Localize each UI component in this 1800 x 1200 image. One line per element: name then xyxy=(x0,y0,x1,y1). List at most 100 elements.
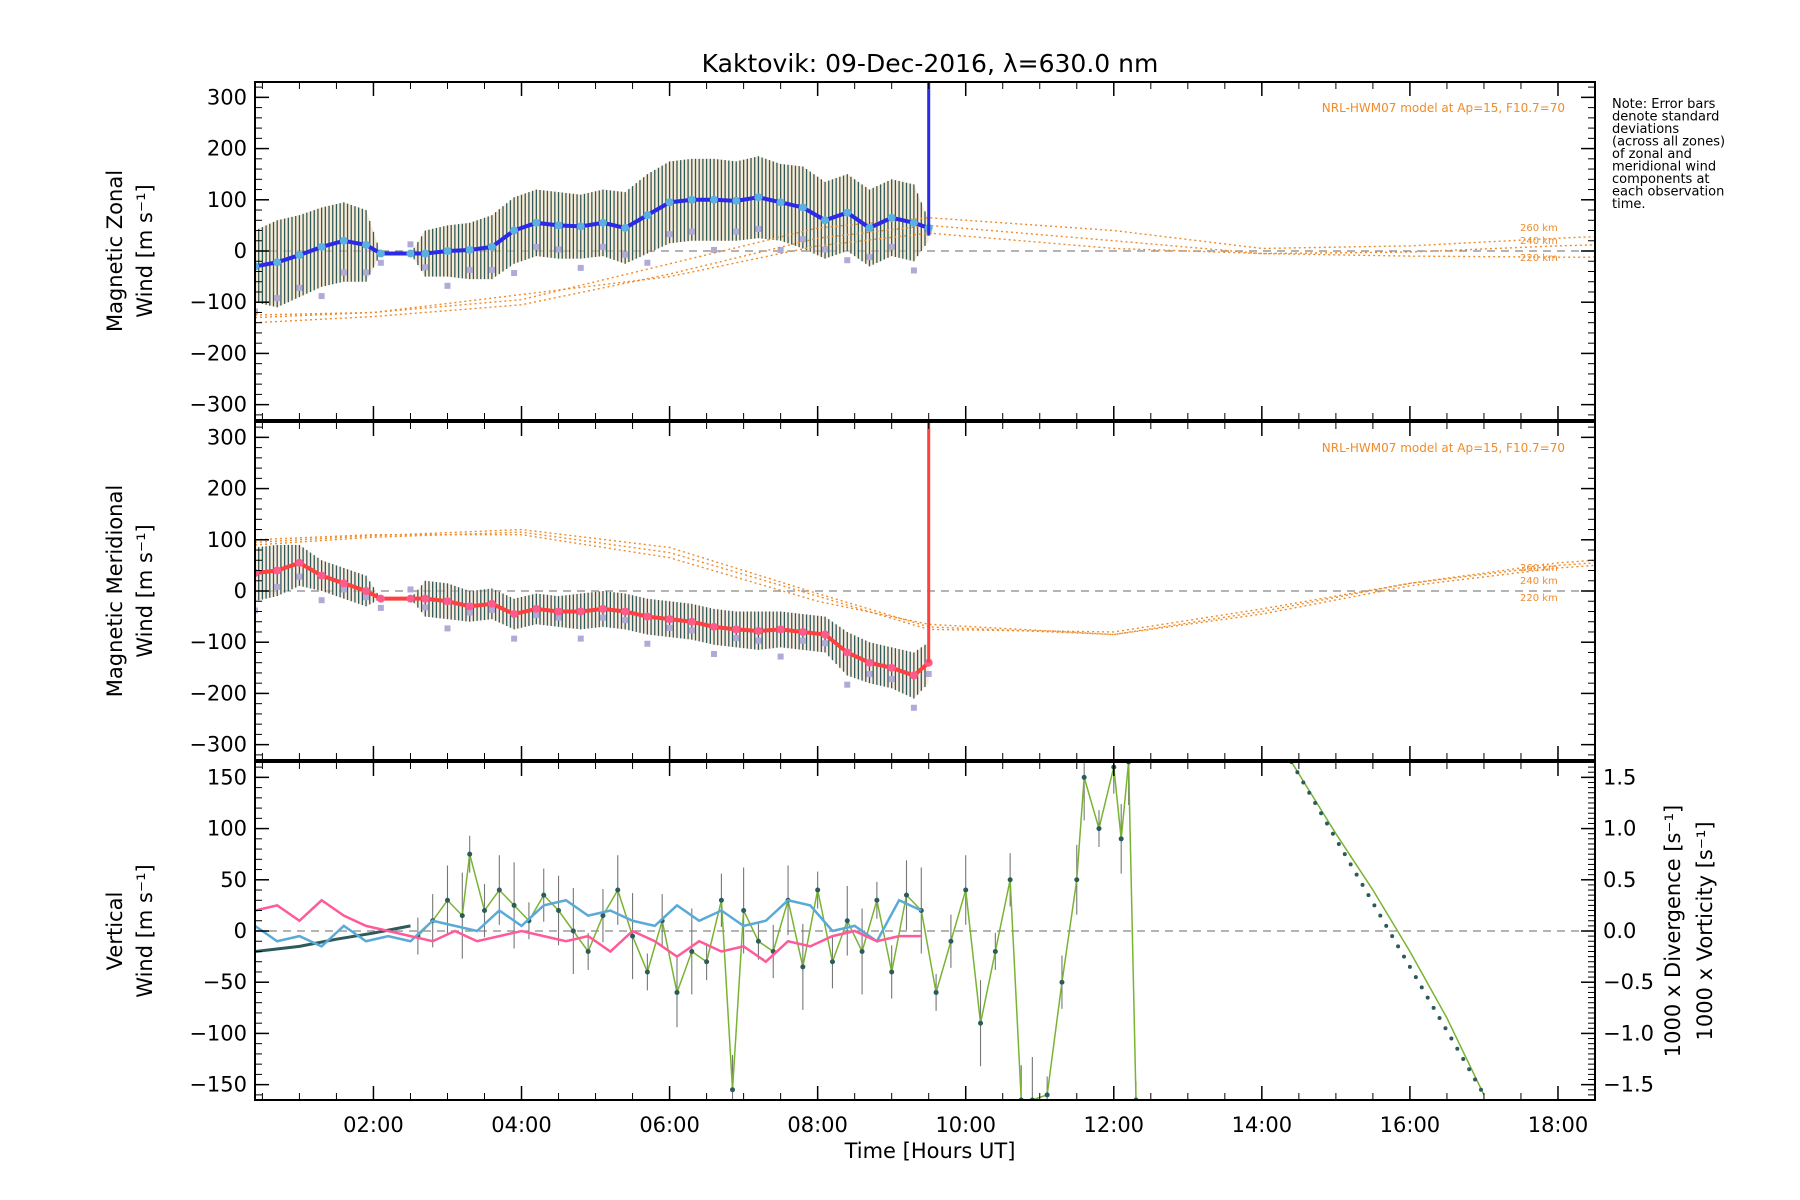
vertical-wind-point xyxy=(933,989,939,995)
scatter-marker xyxy=(925,670,932,677)
vertical-late-point xyxy=(1360,882,1365,887)
mean-point xyxy=(406,249,415,258)
mean-point xyxy=(776,625,785,634)
mean-point xyxy=(362,587,371,595)
y2-tick-label: −1.5 xyxy=(1603,1073,1654,1097)
y-tick-label: 100 xyxy=(207,528,247,552)
mean-point xyxy=(621,607,630,616)
y-tick-label: 300 xyxy=(207,85,247,109)
mean-point xyxy=(821,630,830,639)
vertical-late-point xyxy=(1342,852,1347,857)
vertical-wind-point xyxy=(496,887,502,893)
altitude-label: 240 km xyxy=(1520,236,1558,247)
scatter-marker xyxy=(844,681,851,688)
vertical-late-point xyxy=(1330,831,1335,836)
y2-tick-label: 0.5 xyxy=(1603,868,1636,892)
vertical-wind-point xyxy=(874,897,880,903)
mean-point xyxy=(710,195,719,204)
mean-point xyxy=(887,663,896,672)
vertical-late-point xyxy=(1396,944,1401,949)
vertical-wind-point xyxy=(1096,826,1102,832)
y-tick-label: −200 xyxy=(189,681,247,705)
scatter-marker xyxy=(511,270,518,277)
vertical-wind-point xyxy=(644,969,650,975)
figure-title: Kaktovik: 09-Dec-2016, λ=630.0 nm xyxy=(702,49,1159,78)
scatter-marker xyxy=(777,246,784,253)
vertical-late-point xyxy=(1313,800,1318,805)
scatter-marker xyxy=(577,635,584,642)
scatter-marker xyxy=(822,246,829,253)
scatter-marker xyxy=(822,640,829,647)
note-line: meridional wind xyxy=(1612,160,1716,175)
x-tick-label: 14:00 xyxy=(1232,1113,1293,1137)
y-axis-label: Wind [m s⁻¹] xyxy=(133,524,157,657)
mean-point xyxy=(665,198,674,207)
mean-point xyxy=(487,242,496,251)
mean-point xyxy=(273,566,282,575)
mean-point xyxy=(406,594,415,603)
vertical-late-point xyxy=(1478,1087,1483,1092)
vertical-late-point xyxy=(1413,975,1418,980)
x-tick-label: 18:00 xyxy=(1528,1113,1589,1137)
vertical-wind-point xyxy=(704,959,710,965)
vertical-late-point xyxy=(1366,893,1371,898)
x-tick-label: 08:00 xyxy=(787,1113,848,1137)
scatter-marker xyxy=(622,251,629,258)
scatter-marker xyxy=(777,653,784,660)
vertical-wind-point xyxy=(1007,877,1013,883)
mean-point xyxy=(510,226,519,235)
divergence-line xyxy=(255,898,922,948)
scatter-marker xyxy=(466,266,473,273)
vertical-late-line xyxy=(1290,762,1485,1096)
mean-point xyxy=(376,594,385,603)
scatter-marker xyxy=(377,259,384,266)
mean-point xyxy=(554,607,563,616)
y-axis-label: Wind [m s⁻¹] xyxy=(133,184,157,317)
note-line: deviations xyxy=(1612,122,1679,137)
vertical-wind-point xyxy=(674,989,680,995)
scatter-marker xyxy=(340,586,347,593)
y-tick-label: −100 xyxy=(189,290,247,314)
y-tick-label: −150 xyxy=(189,1073,247,1097)
scatter-marker xyxy=(533,612,540,619)
vertical-late-point xyxy=(1384,923,1389,928)
y-tick-label: −200 xyxy=(189,341,247,365)
mean-point xyxy=(909,218,918,227)
vertical-wind-point xyxy=(541,892,547,898)
mean-point xyxy=(598,604,607,613)
x-tick-label: 04:00 xyxy=(491,1113,552,1137)
mean-point xyxy=(295,251,304,260)
vertical-wind-point xyxy=(755,938,761,944)
scatter-marker xyxy=(577,264,584,271)
mean-point xyxy=(865,223,874,232)
vertical-wind-point xyxy=(1059,979,1065,985)
x-axis-label: Time [Hours UT] xyxy=(844,1139,1016,1163)
model-label: NRL-HWM07 model at Ap=15, F10.7=70 xyxy=(1322,441,1565,455)
vertical-wind-point xyxy=(992,948,998,954)
mean-point xyxy=(909,671,918,680)
vertical-late-point xyxy=(1301,780,1306,785)
vertical-late-point xyxy=(1295,770,1300,775)
mean-point xyxy=(643,211,652,220)
mean-point xyxy=(465,602,474,611)
vertical-wind-point xyxy=(444,897,450,903)
vertical-wind-point xyxy=(585,948,591,954)
scatter-marker xyxy=(688,228,695,235)
vertical-late-point xyxy=(1307,790,1312,795)
y-tick-label: 300 xyxy=(207,425,247,449)
mean-point xyxy=(576,607,585,616)
vertical-wind-point xyxy=(948,938,954,944)
scatter-marker xyxy=(422,264,429,271)
altitude-label: 260 km xyxy=(1520,563,1558,574)
x-tick-label: 16:00 xyxy=(1380,1113,1441,1137)
scatter-marker xyxy=(466,609,473,616)
note-line: (across all zones) xyxy=(1612,135,1725,150)
mean-point xyxy=(317,571,326,580)
vertical-late-point xyxy=(1431,1005,1436,1010)
scatter-marker xyxy=(599,614,606,621)
vertical-wind-point xyxy=(615,887,621,893)
model-label: NRL-HWM07 model at Ap=15, F10.7=70 xyxy=(1322,101,1565,115)
scatter-marker xyxy=(296,573,303,580)
vertical-late-point xyxy=(1319,811,1324,816)
vertical-wind-point xyxy=(467,851,473,857)
